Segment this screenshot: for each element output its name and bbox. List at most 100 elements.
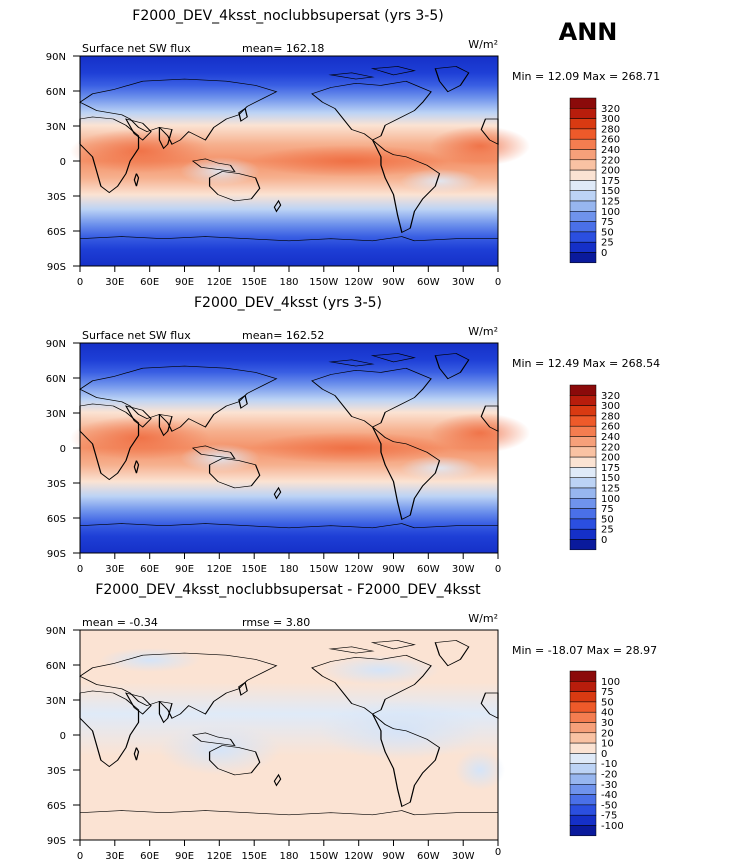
panel-1-xtick: 60E xyxy=(140,277,159,288)
colorbar-swatch xyxy=(569,159,597,171)
colorbar-swatch xyxy=(569,528,597,540)
colorbar-swatch xyxy=(569,190,597,202)
panel-1-xtick: 120W xyxy=(344,277,373,288)
panel-1-left-label: Surface net SW flux xyxy=(82,42,191,55)
colorbar-swatch xyxy=(569,691,597,703)
colorbar-swatch xyxy=(569,108,597,119)
panel-3-xtick: 180 xyxy=(279,851,298,862)
colorbar-swatch xyxy=(569,456,597,468)
panel-3-xtick: 0 xyxy=(77,851,83,862)
panel-1-ytick: 60S xyxy=(47,227,66,238)
panel-2-xtick: 120E xyxy=(207,564,232,575)
panel-1-y-axis: 90N 60N 30N 0 30S 60S 90S xyxy=(46,52,80,273)
colorbar-swatch xyxy=(569,753,597,764)
panel-3-map xyxy=(80,630,505,840)
panel-2-x-axis: 0 30E 60E 90E 120E 150E 180 150W 120W 90… xyxy=(77,553,501,575)
colorbar-swatch xyxy=(569,169,597,181)
colorbar-swatch xyxy=(569,498,597,509)
colorbar-swatch xyxy=(569,149,597,161)
colorbar-label: 50 xyxy=(601,697,614,708)
colorbar-swatch xyxy=(569,711,597,723)
colorbar-swatch xyxy=(569,446,597,458)
panel-2-xtick: 60E xyxy=(140,564,159,575)
colorbar-label: 20 xyxy=(601,728,614,739)
colorbar-swatch xyxy=(569,825,597,837)
colorbar-swatch xyxy=(569,118,597,130)
colorbar-swatch xyxy=(569,681,597,692)
colorbar-swatch xyxy=(569,241,597,253)
panel-1: F2000_DEV_4ksst_noclubbsupersat (yrs 3-5… xyxy=(46,8,530,288)
panel-2-ytick: 60S xyxy=(47,514,66,525)
colorbar-swatch xyxy=(569,670,597,682)
colorbar-label: 50 xyxy=(601,514,614,525)
panel-2-xtick: 0 xyxy=(495,564,501,575)
colorbar-swatch xyxy=(569,467,597,478)
colorbar-label: 200 xyxy=(601,166,620,177)
panel-2-xtick: 120W xyxy=(344,564,373,575)
panel-2-xtick: 150W xyxy=(309,564,338,575)
panel-3-xtick: 150E xyxy=(241,851,266,862)
colorbar-label: 280 xyxy=(601,411,620,422)
colorbar-label: -100 xyxy=(601,821,624,832)
colorbar-swatch xyxy=(569,742,597,754)
panel-1-map xyxy=(70,56,530,266)
panel-2-y-axis: 90N 60N 30N 0 30S 60S 90S xyxy=(46,339,80,560)
colorbar-swatch xyxy=(569,405,597,417)
panel-2-xtick: 90E xyxy=(175,564,194,575)
colorbar-label: -10 xyxy=(601,759,617,770)
panel-2-xtick: 90W xyxy=(382,564,405,575)
colorbar-swatch xyxy=(569,415,597,427)
panel-3-xtick: 30E xyxy=(105,851,124,862)
panel-1-xtick: 60W xyxy=(417,277,440,288)
panel-3-ytick: 30N xyxy=(46,696,66,707)
colorbar-swatch xyxy=(569,701,597,713)
panel-1-x-axis: 0 30E 60E 90E 120E 150E 180 150W 120W 90… xyxy=(77,266,501,288)
panel-1-ytick: 0 xyxy=(60,157,66,168)
panel-3-ytick: 0 xyxy=(60,731,66,742)
colorbar-swatch xyxy=(569,138,597,150)
panel-2-xtick: 60W xyxy=(417,564,440,575)
panel-1-xtick: 150E xyxy=(241,277,266,288)
panel-1-ytick: 30N xyxy=(46,122,66,133)
panel-1-min-max: Min = 12.09 Max = 268.71 xyxy=(512,70,660,83)
panel-3-xtick: 150W xyxy=(309,851,338,862)
colorbar-swatch xyxy=(569,180,597,191)
colorbar-swatch xyxy=(569,128,597,140)
panel-1-xtick: 0 xyxy=(77,277,83,288)
colorbar-swatch xyxy=(569,784,597,795)
season-label: ANN xyxy=(559,18,618,46)
colorbar-swatch xyxy=(569,763,597,775)
panel-3-xtick: 90E xyxy=(175,851,194,862)
colorbar-swatch xyxy=(569,200,597,212)
panel-1-xtick: 90W xyxy=(382,277,405,288)
colorbar-swatch xyxy=(569,773,597,785)
colorbar-swatch xyxy=(569,221,597,233)
colorbar-label: 30 xyxy=(601,718,614,729)
colorbar-label: 220 xyxy=(601,442,620,453)
panel-2-title: F2000_DEV_4ksst (yrs 3-5) xyxy=(194,295,382,311)
panel-2-map xyxy=(70,343,530,553)
colorbar-label: 100 xyxy=(601,494,620,505)
colorbar-label: 50 xyxy=(601,227,614,238)
panel-2-stat: mean= 162.52 xyxy=(242,329,324,342)
colorbar-label: 200 xyxy=(601,453,620,464)
panel-3-xtick: 120W xyxy=(344,851,373,862)
panel-2: F2000_DEV_4ksst (yrs 3-5) Surface net SW… xyxy=(46,295,530,575)
panel-3-ytick: 60N xyxy=(46,661,66,672)
panel-3-units: W/m² xyxy=(468,612,498,625)
colorbar-swatch xyxy=(569,231,597,243)
colorbar-swatch xyxy=(569,425,597,437)
colorbar-swatch xyxy=(569,539,597,551)
panel-2-ytick: 60N xyxy=(46,374,66,385)
panel-1-stat: mean= 162.18 xyxy=(242,42,324,55)
colorbar-label: 150 xyxy=(601,186,620,197)
colorbar-label: 220 xyxy=(601,155,620,166)
colorbar-label: 240 xyxy=(601,432,620,443)
panel-3-xtick: 0 xyxy=(495,847,501,858)
colorbar-label: 25 xyxy=(601,238,614,249)
colorbar-label: 260 xyxy=(601,422,620,433)
panel-3-xtick: 30W xyxy=(452,851,475,862)
colorbar-label: 75 xyxy=(601,504,614,515)
